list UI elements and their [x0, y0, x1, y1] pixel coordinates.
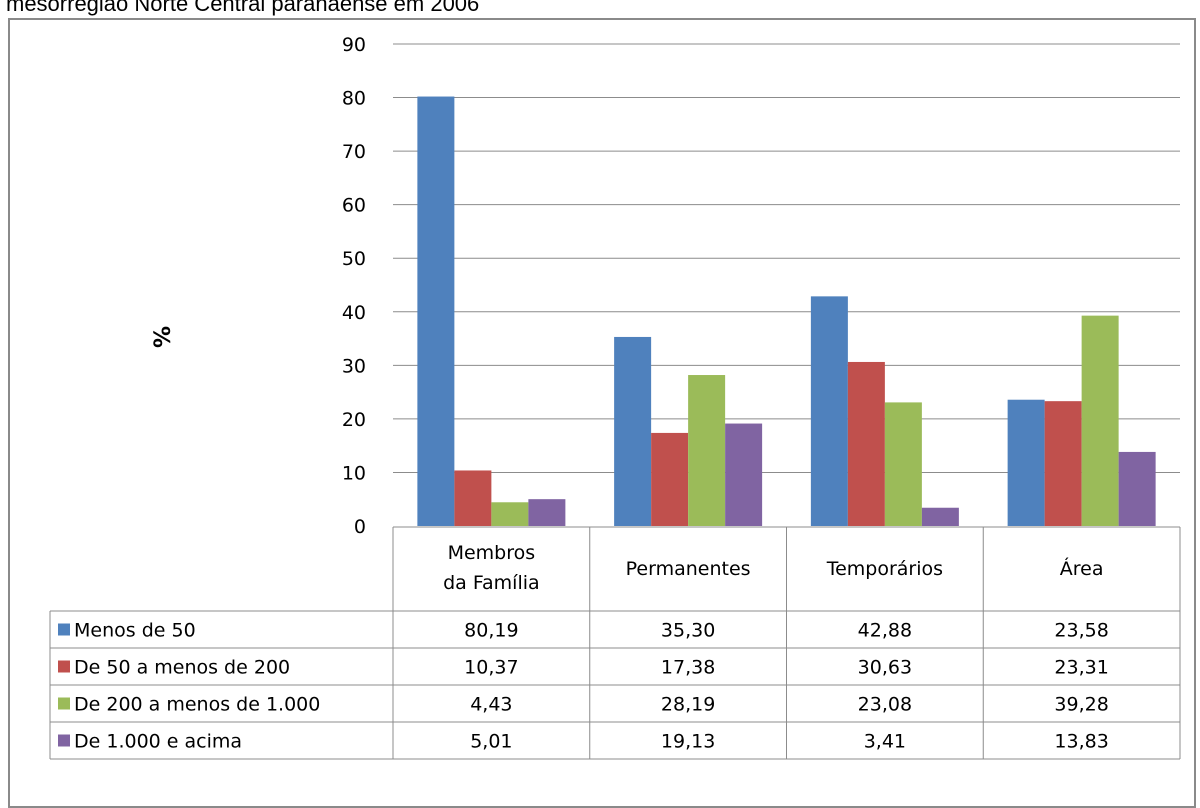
data-label: 28,19: [661, 694, 715, 716]
data-table: Membros da Família Permanentes Temporários Á…: [49, 526, 1181, 760]
data-label: 35,30: [661, 620, 715, 642]
legend-label: De 1.000 e acima: [74, 731, 242, 753]
bar: [921, 507, 959, 526]
y-axis-label: %: [151, 326, 176, 348]
x-tick-label: Membros da Família: [443, 542, 540, 594]
bar: [1044, 401, 1082, 526]
y-tick-label: 50: [342, 248, 366, 270]
y-tick-label: 80: [342, 88, 366, 110]
bar: [1007, 399, 1045, 526]
bar: [884, 402, 922, 526]
legend-label: De 50 a menos de 200: [74, 657, 290, 679]
legend-swatch: [58, 697, 70, 710]
data-label: 42,88: [858, 620, 912, 642]
data-label: 3,41: [864, 731, 906, 753]
y-tick-label: 0: [354, 516, 366, 538]
legend-swatch: [58, 623, 70, 636]
y-tick-label: 60: [342, 195, 366, 217]
bar: [651, 432, 689, 526]
y-tick-label: 90: [342, 34, 366, 56]
bars: [417, 96, 1156, 527]
bar: [417, 96, 455, 527]
data-label: 80,19: [464, 620, 518, 642]
y-tick-label: 30: [342, 355, 366, 377]
x-tick-label: Temporários: [826, 558, 943, 580]
data-label: 5,01: [470, 731, 512, 753]
y-tick-label: 20: [342, 409, 366, 431]
x-tick-label: Área: [1060, 557, 1104, 580]
bar: [688, 375, 726, 526]
bar: [810, 296, 848, 526]
bar: [528, 499, 566, 526]
data-label: 23,31: [1054, 657, 1108, 679]
page-title: mesorregião Norte Central paranaense em …: [6, 0, 480, 16]
legend-swatch: [58, 660, 70, 673]
bar: [1081, 315, 1119, 526]
bar: [614, 336, 652, 526]
bar-chart: 0 10 20 30 40 50 60 70 80 90 Membros da Família Per…: [49, 34, 1181, 760]
y-tick-label: 40: [342, 302, 366, 324]
legend-label: Menos de 50: [74, 620, 196, 642]
x-tick-label: Permanentes: [626, 558, 751, 580]
data-label: 13,83: [1054, 731, 1108, 753]
gridlines: [393, 43, 1180, 473]
y-tick-label: 70: [342, 141, 366, 163]
data-label: 10,37: [464, 657, 518, 679]
data-label: 39,28: [1054, 694, 1108, 716]
bar: [725, 423, 763, 526]
bar: [1118, 451, 1156, 526]
bar: [847, 361, 885, 526]
data-label: 4,43: [470, 694, 512, 716]
legend-swatch: [58, 734, 70, 747]
data-label: 23,58: [1054, 620, 1108, 642]
bar: [491, 502, 529, 526]
y-axis-ticks: 0 10 20 30 40 50 60 70 80 90: [342, 34, 366, 538]
data-label: 30,63: [858, 657, 912, 679]
data-label: 17,38: [661, 657, 715, 679]
data-label: 23,08: [858, 694, 912, 716]
bar: [454, 470, 492, 526]
data-label: 19,13: [661, 731, 715, 753]
y-tick-label: 10: [342, 462, 366, 484]
legend-label: De 200 a menos de 1.000: [74, 694, 320, 716]
